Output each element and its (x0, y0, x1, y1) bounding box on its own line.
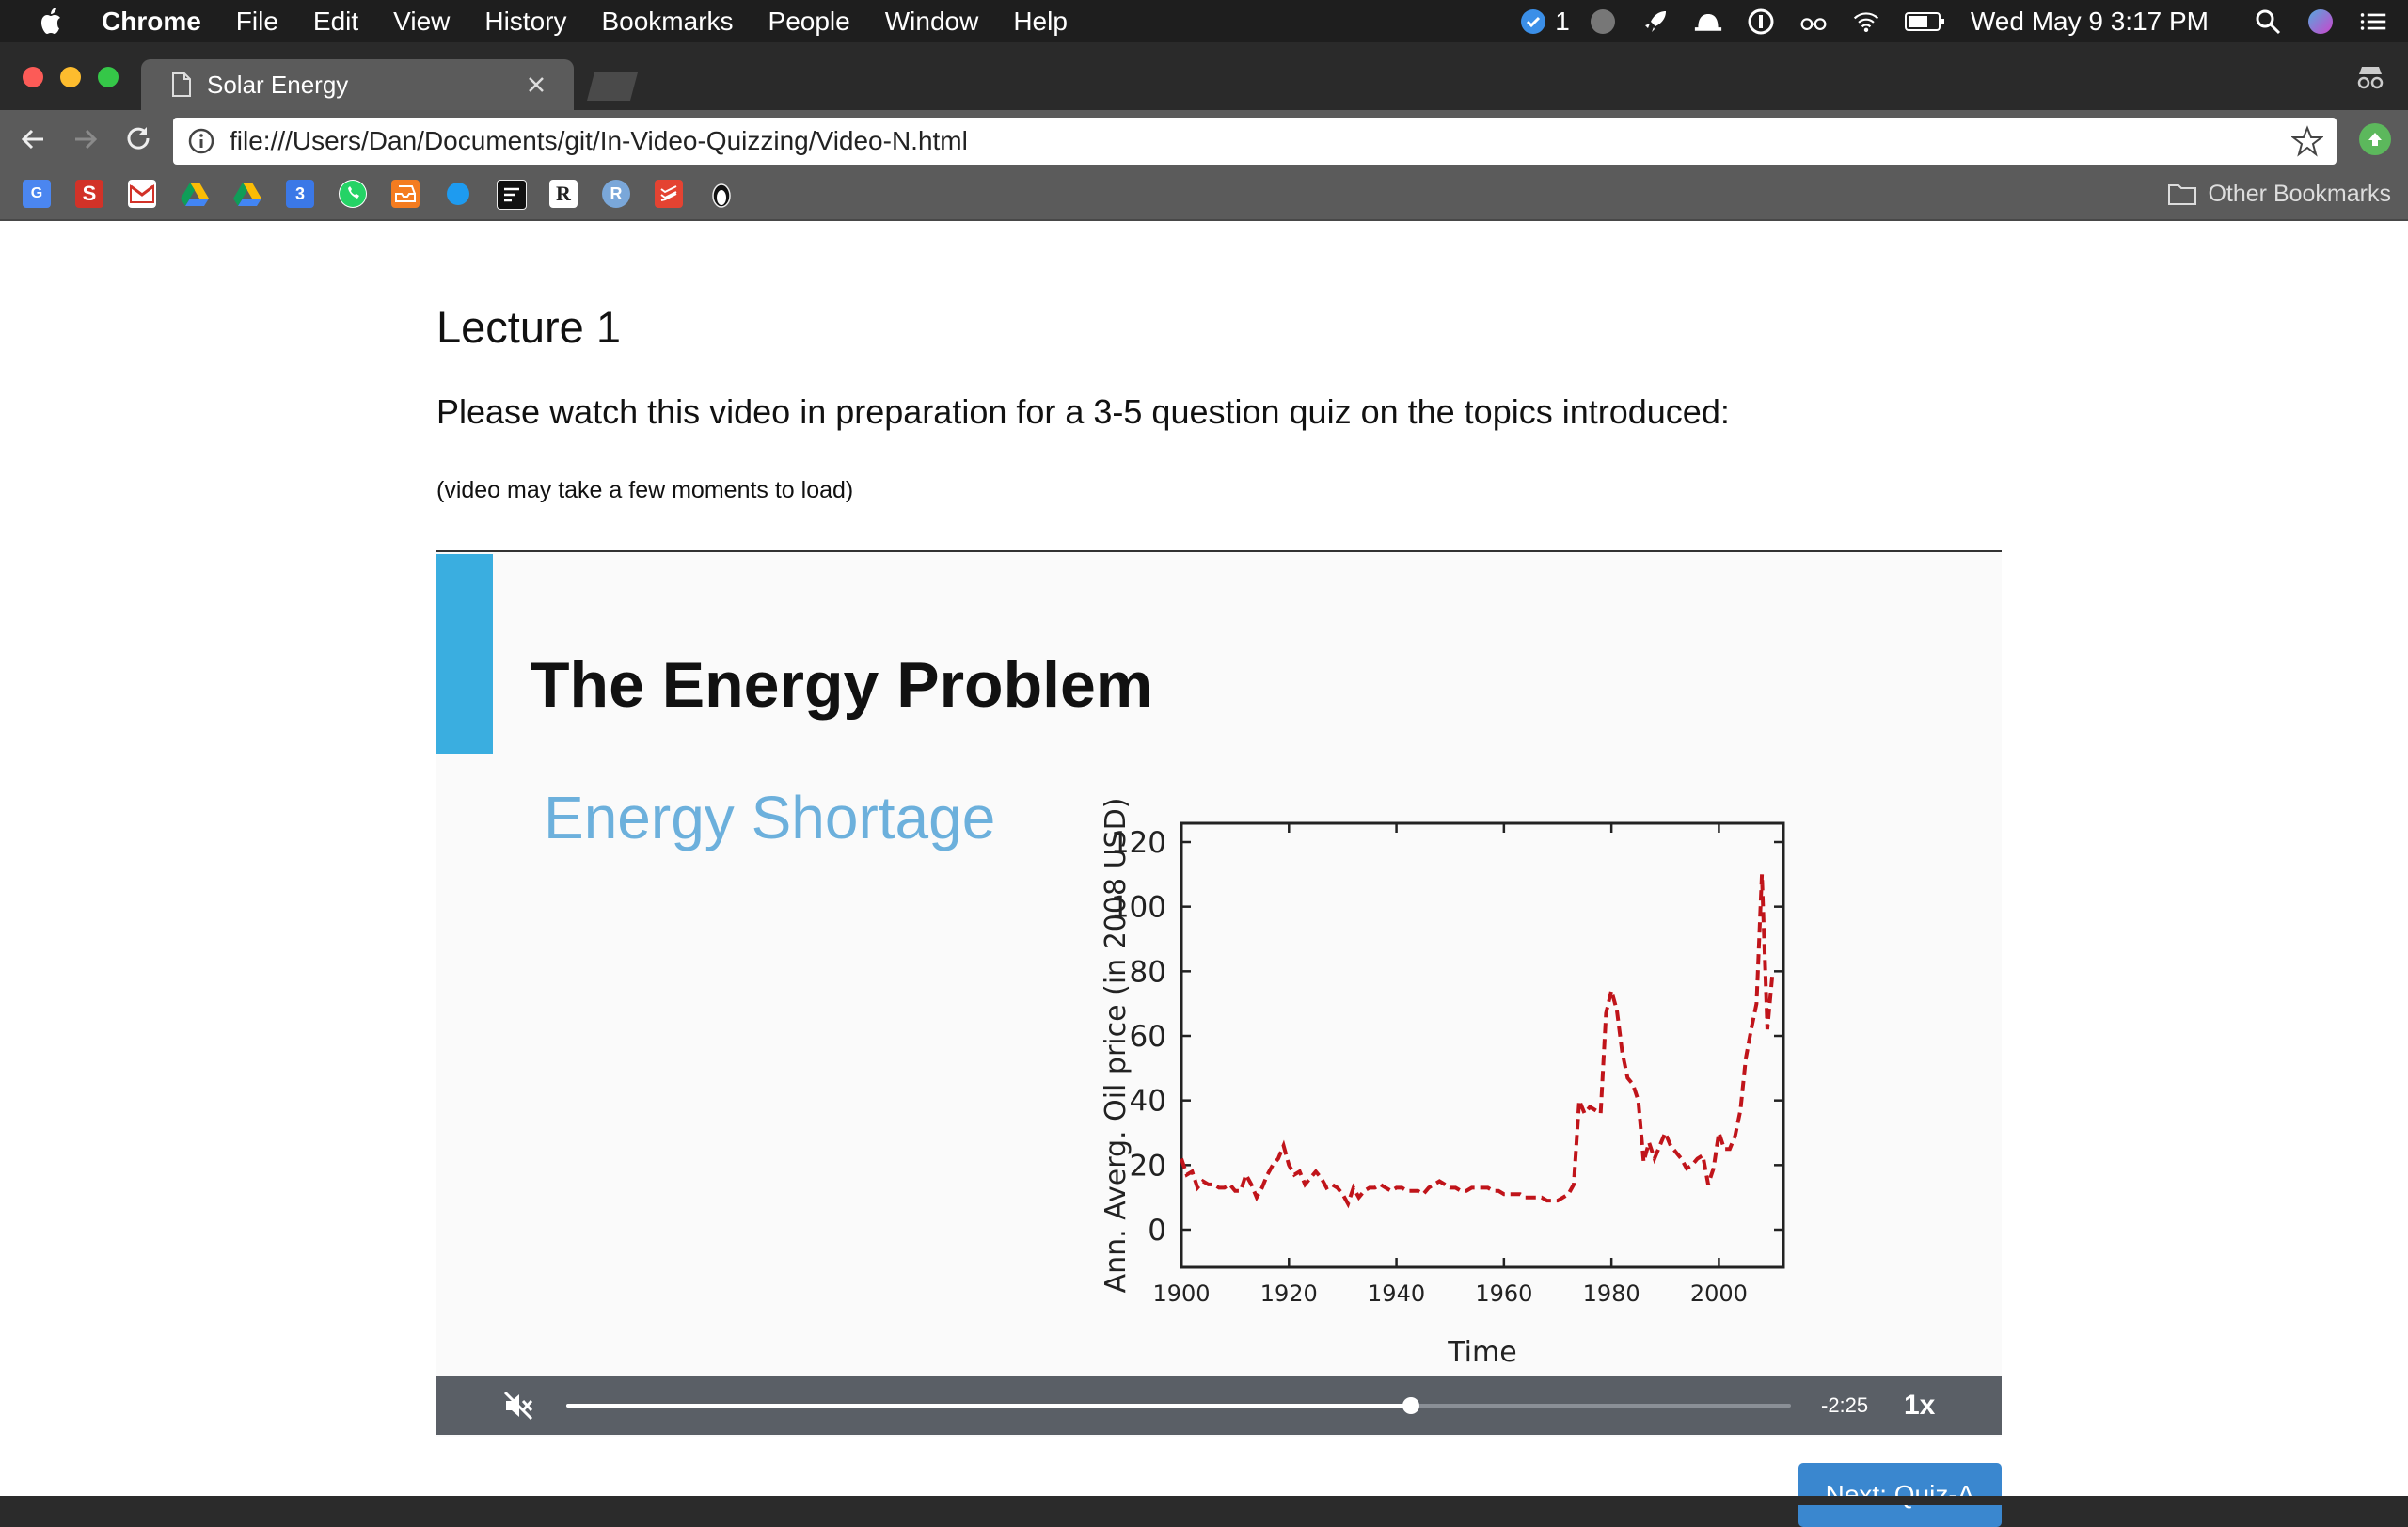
calendar-icon[interactable]: 3 (286, 180, 314, 208)
search-icon[interactable] (2254, 8, 2282, 36)
bookmark-star-icon[interactable] (2291, 125, 2323, 157)
video-player[interactable]: The Energy Problem Energy Shortage 0 20 40… (436, 550, 2002, 1437)
video-controls: -2:25 1x (436, 1376, 2002, 1435)
tab-title: Solar Energy (207, 70, 349, 99)
muted-speaker-icon[interactable] (502, 1390, 534, 1422)
new-tab-button[interactable] (585, 71, 643, 103)
tab-strip: Solar Energy (0, 42, 2408, 110)
reload-button[interactable] (122, 123, 154, 155)
menu-extras: 1 Wed May 9 3:17 PM (1519, 0, 2408, 42)
menu-people[interactable]: People (768, 6, 850, 36)
page-title: Lecture 1 (436, 302, 621, 352)
desktop-edge (0, 1496, 2408, 1505)
loading-note: (video may take a few moments to load) (436, 477, 854, 503)
chart-y-tick-label: 100 (1111, 891, 1166, 925)
folder-icon (2168, 184, 2197, 205)
apple-icon[interactable] (36, 6, 68, 38)
page-icon (172, 72, 191, 97)
menu-view[interactable]: View (393, 6, 451, 36)
info-icon[interactable] (188, 128, 214, 154)
menu-file[interactable]: File (235, 6, 278, 36)
back-button[interactable] (17, 123, 49, 155)
r-circle-icon[interactable]: R (602, 180, 630, 208)
chart-x-axis-label: Time (1447, 1336, 1516, 1369)
penguin-icon[interactable] (707, 180, 736, 208)
page-content: Lecture 1 Please watch this video in pre… (0, 221, 2408, 1527)
oil-price-chart: 0 20 40 60 80 100 120 1900 1920 1940 1960 1980 2000… (1100, 798, 1785, 1369)
browser-window: Solar Energy (0, 42, 2408, 1527)
browser-toolbar (0, 110, 2408, 168)
forward-button[interactable] (70, 123, 102, 155)
s-icon[interactable]: S (75, 180, 103, 208)
seek-handle[interactable] (1402, 1397, 1420, 1414)
hat-icon[interactable] (1694, 8, 1722, 36)
chart-y-tick-label: 80 (1130, 955, 1166, 989)
list-icon[interactable] (2359, 8, 2387, 36)
slide-accent-bar (436, 554, 493, 754)
glasses-icon[interactable] (1799, 8, 1828, 36)
chart-plot-frame (1180, 821, 1785, 1269)
slide-title: The Energy Problem (531, 649, 1153, 721)
incognito-icon (2357, 67, 2384, 89)
chart-y-tick-label: 60 (1130, 1020, 1166, 1054)
chart-y-tick-label: 0 (1148, 1214, 1166, 1248)
chart-x-tick-label: 2000 (1690, 1280, 1748, 1307)
r-icon[interactable]: R (549, 180, 578, 208)
instruction-text: Please watch this video in preparation f… (436, 392, 1730, 431)
menu-edit[interactable]: Edit (312, 6, 359, 36)
circle-icon[interactable] (1589, 8, 1617, 36)
bookmarks-bar: G S 3 R R (0, 168, 2408, 221)
minimize-window-button[interactable] (60, 67, 81, 87)
menu-chrome[interactable]: Chrome (102, 6, 201, 36)
notes-icon[interactable] (497, 180, 527, 210)
menu-bar: Chrome File Edit View History Bookmarks … (0, 0, 2408, 42)
update-arrow-icon[interactable] (2359, 123, 2391, 155)
url-input[interactable] (230, 126, 2291, 156)
chart-x-tick-label: 1940 (1368, 1280, 1425, 1307)
whatsapp-icon[interactable] (339, 180, 367, 208)
chart-x-tick-label: 1960 (1475, 1280, 1532, 1307)
drive-icon[interactable] (181, 180, 209, 208)
address-bar[interactable] (173, 118, 2337, 165)
inbox-icon[interactable] (391, 180, 420, 208)
battery-icon[interactable] (1904, 8, 1946, 36)
drive-icon[interactable] (233, 180, 261, 208)
menu-bookmarks[interactable]: Bookmarks (601, 6, 734, 36)
oil-price-series-line (1180, 874, 1775, 1209)
chart-y-tick-label: 20 (1130, 1149, 1166, 1183)
notification-count: 1 (1555, 6, 1570, 36)
tab-solar-energy[interactable]: Solar Energy (141, 59, 574, 110)
chart-y-tick-label: 40 (1130, 1085, 1166, 1119)
time-remaining: -2:25 (1821, 1393, 1869, 1417)
wifi-icon[interactable] (1852, 8, 1880, 36)
playback-rate-button[interactable]: 1x (1904, 1390, 1936, 1421)
slide-subtitle: Energy Shortage (544, 784, 996, 851)
rocket-icon[interactable] (1641, 8, 1670, 36)
info-circle-icon[interactable] (1747, 8, 1775, 36)
chart-x-tick-label: 1980 (1583, 1280, 1640, 1307)
menu-history[interactable]: History (484, 6, 567, 36)
menubar-clock[interactable]: Wed May 9 3:17 PM (1970, 6, 2209, 36)
chart-x-tick-label: 1920 (1260, 1280, 1318, 1307)
other-bookmarks[interactable]: Other Bookmarks (2168, 178, 2391, 210)
menu-help[interactable]: Help (1013, 6, 1068, 36)
seek-bar[interactable] (566, 1397, 1791, 1414)
gmail-icon[interactable] (128, 180, 156, 208)
maximize-window-button[interactable] (98, 67, 119, 87)
blue-dot-icon[interactable] (444, 180, 472, 208)
seek-bar-progress (566, 1404, 1412, 1408)
siri-icon[interactable] (2306, 8, 2335, 36)
google-translate-icon[interactable]: G (23, 180, 51, 208)
close-tab-icon[interactable] (525, 73, 547, 96)
other-bookmarks-label: Other Bookmarks (2208, 180, 2391, 207)
chart-x-tick-label: 1900 (1152, 1280, 1210, 1307)
chart-y-axis-label: Ann. Averg. Oil price (in 2008 USD) (1100, 798, 1133, 1294)
menu-window[interactable]: Window (884, 6, 979, 36)
close-window-button[interactable] (23, 67, 43, 87)
checkmark-shield-icon[interactable] (1519, 8, 1547, 36)
chart-y-tick-label: 120 (1111, 826, 1166, 860)
next-quiz-button[interactable]: Next: Quiz-A (1798, 1463, 2002, 1527)
todoist-icon[interactable] (655, 180, 683, 208)
